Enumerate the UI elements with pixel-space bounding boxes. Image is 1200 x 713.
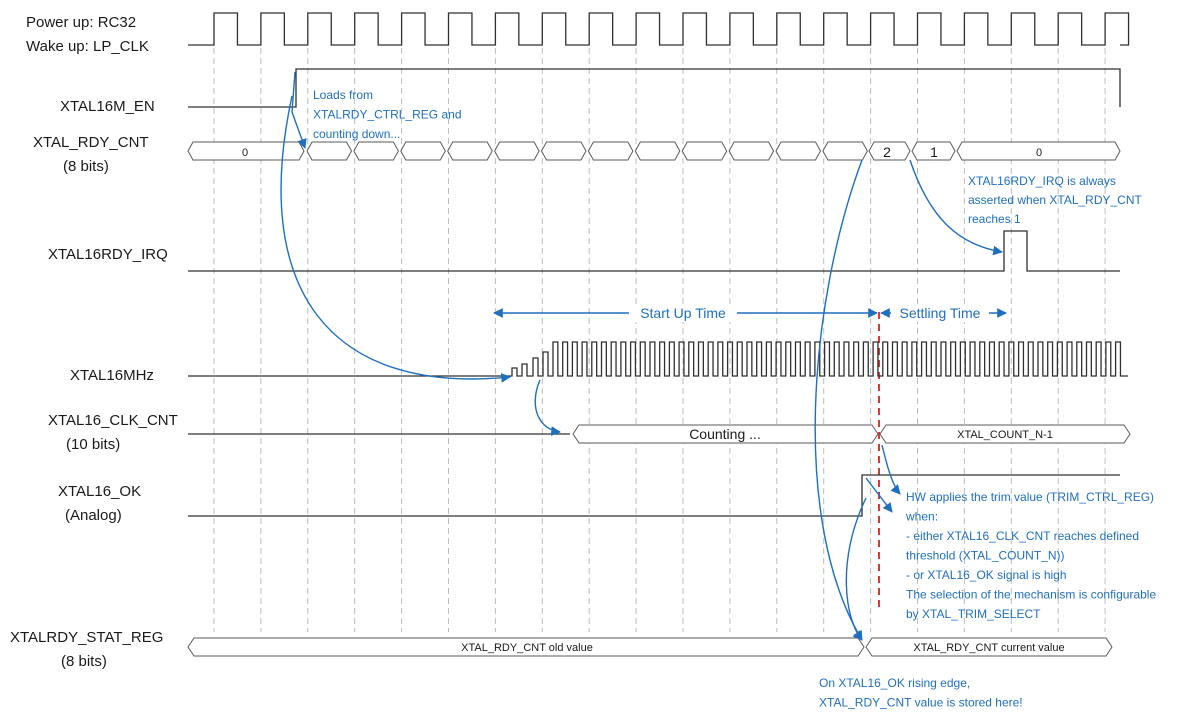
rdy-cnt-cell (634, 141, 681, 161)
xtal16rdy-irq-waveform (188, 230, 1120, 272)
start-up-time-label: Start Up Time (640, 305, 726, 321)
rdy-cnt-value-two: 2 (883, 144, 891, 160)
clk-cnt-counting-value: Counting ... (689, 426, 761, 442)
stat-reg-current-value: XTAL_RDY_CNT current value (913, 642, 1064, 654)
grid-lines (213, 18, 1106, 632)
stat-reg-current-cell (865, 637, 1113, 657)
rdy-cnt-cell (306, 141, 353, 161)
rdy-cnt-value-final: 0 (1036, 147, 1042, 159)
rdy-cnt-cell (540, 141, 587, 161)
xtal16-clk-cnt-label-line2: (10 bits) (66, 436, 120, 453)
annotation-arrows (280, 71, 1003, 641)
ok-to-trim-arrow (865, 477, 893, 513)
loads-annotation-line: Loads from (313, 88, 373, 102)
trim-annotation-line: - or XTAL16_OK signal is high (906, 568, 1067, 582)
xtalrdy-stat-reg-label-line1: XTALRDY_STAT_REG (10, 629, 163, 646)
en-to-mhz-arrow (280, 95, 511, 383)
clk-cnt-final-value: XTAL_COUNT_N-1 (957, 429, 1053, 441)
xtal16mhz-label: XTAL16MHz (70, 367, 154, 384)
annotation-text: Loads from XTALRDY_CTRL_REG and counting d… (313, 88, 1156, 710)
store-annotation-line: On XTAL16_OK rising edge, (819, 676, 970, 690)
rdy-cnt-cell (681, 141, 728, 161)
ok-to-stat-arrow (845, 497, 867, 641)
settling-time-label: Settling Time (900, 305, 981, 321)
rdy-cnt-cell (822, 141, 868, 161)
rdy-cnt-value-initial: 0 (242, 147, 248, 159)
rdy-cnt-cell (447, 141, 493, 161)
clk-cnt-counting-cell (572, 424, 879, 444)
clock-label-line2: Wake up: LP_CLK (26, 38, 149, 55)
xtal16mhz-waveform (188, 341, 1128, 377)
rdy-cnt-value-one: 1 (930, 144, 938, 160)
rdy-cnt-cell (775, 141, 822, 161)
stat-reg-old-cell (187, 637, 865, 657)
clk-cnt-to-trim-arrow (881, 444, 901, 495)
trim-annotation-line: when: (905, 510, 938, 524)
store-annotation-line: XTAL_RDY_CNT value is stored here! (819, 696, 1023, 710)
irq-arrow (909, 159, 1003, 256)
clk-cnt-final-cell (879, 424, 1131, 444)
xtal16rdy-irq-label: XTAL16RDY_IRQ (48, 246, 168, 263)
rdy-cnt-cell (400, 141, 446, 161)
loads-annotation-line: counting down... (313, 127, 400, 141)
irq-annotation-line: XTAL16RDY_IRQ is always (968, 174, 1116, 188)
xtal16m-en-waveform (188, 68, 1121, 108)
rdy-cnt-cell (728, 141, 775, 161)
rdy-cnt-cell (353, 141, 399, 161)
trim-annotation-line: threshold (XTAL_COUNT_N)) (906, 549, 1064, 563)
stat-reg-old-value: XTAL_RDY_CNT old value (461, 642, 593, 654)
xtal-rdy-cnt-label-line2: (8 bits) (63, 158, 109, 175)
xtal-rdy-cnt-label-line1: XTAL_RDY_CNT (33, 134, 149, 151)
trim-annotation-line: HW applies the trim value (TRIM_CTRL_REG… (906, 490, 1154, 504)
lp-clk-waveform (188, 12, 1130, 46)
trim-annotation-line: by XTAL_TRIM_SELECT (906, 607, 1041, 621)
xtal16-ok-label-line1: XTAL16_OK (58, 483, 141, 500)
rdy-cnt-cell (868, 141, 911, 161)
signal-labels: Power up: RC32 Wake up: LP_CLK XTAL16M_E… (10, 14, 178, 670)
rdy-cnt-cell (956, 141, 1121, 161)
rdy-cnt-cell (187, 141, 305, 161)
xtal16-ok-waveform (188, 474, 1120, 517)
rdy-cnt-cell (911, 141, 956, 161)
xtalrdy-stat-reg-label-line2: (8 bits) (61, 653, 107, 670)
irq-annotation-line: reaches 1 (968, 212, 1021, 226)
xtal16-clk-cnt-label-line1: XTAL16_CLK_CNT (48, 412, 178, 429)
settling-time-label-bg (891, 304, 989, 322)
xtal16-ok-label-line2: (Analog) (65, 507, 122, 524)
clock-label-line1: Power up: RC32 (26, 14, 136, 31)
rdy-cnt-to-stat-arrow (814, 159, 863, 641)
rdy-cnt-cell (587, 141, 634, 161)
mhz-to-clk-cnt-arrow (534, 379, 561, 436)
rdy-cnt-cell (494, 141, 540, 161)
xtal16m-en-label: XTAL16M_EN (60, 98, 155, 115)
loads-arrow (291, 71, 307, 149)
trim-annotation-line: The selection of the mechanism is config… (906, 588, 1156, 602)
xtal-rdy-cnt-bus (187, 141, 1121, 161)
start-up-time-label-bg (629, 304, 737, 322)
irq-annotation-line: asserted when XTAL_RDY_CNT (968, 193, 1143, 207)
loads-annotation-line: XTALRDY_CTRL_REG and (313, 108, 462, 122)
trim-annotation-line: - either XTAL16_CLK_CNT reaches defined (906, 529, 1139, 543)
